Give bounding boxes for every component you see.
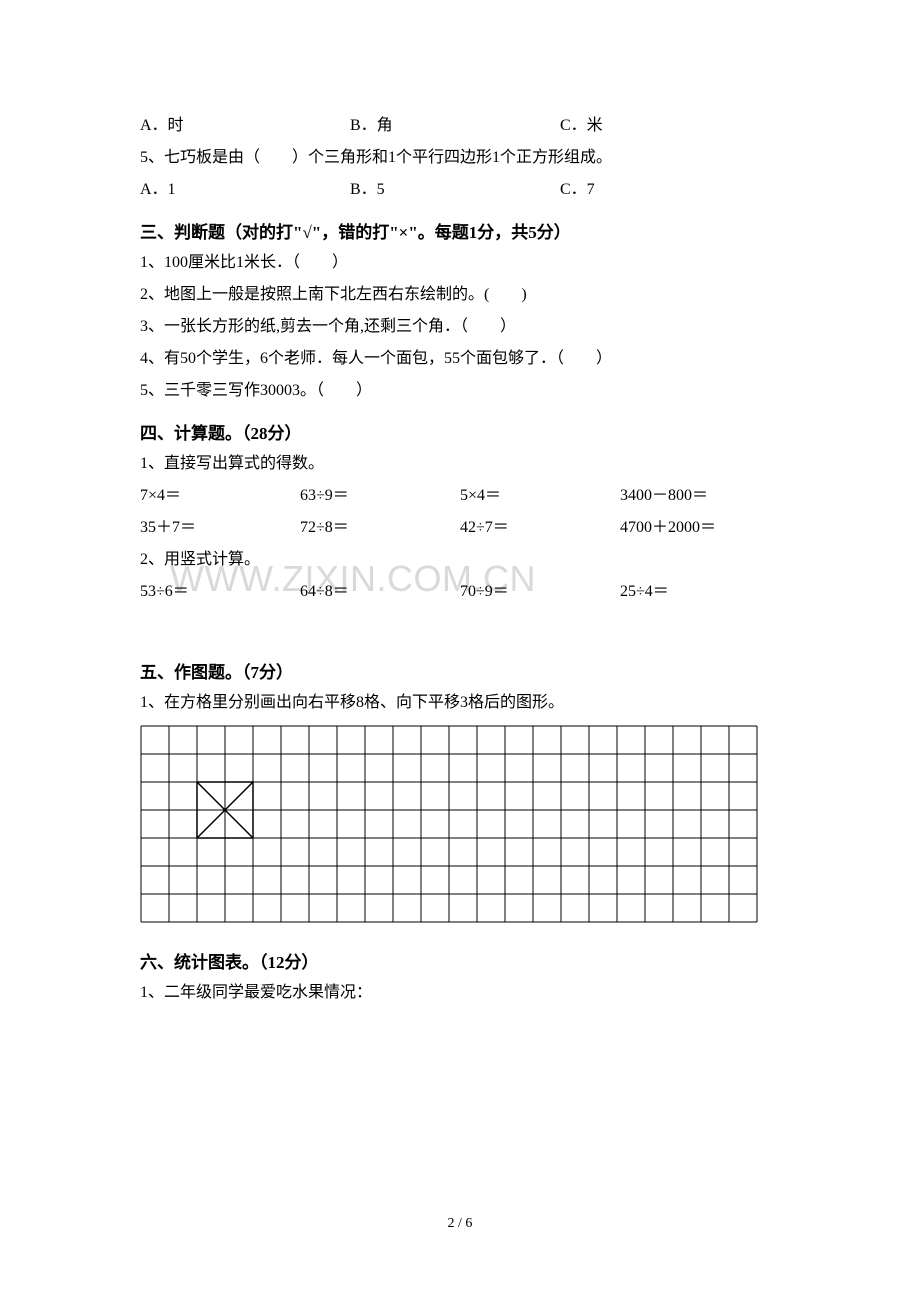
calc2-label: 2、用竖式计算。 bbox=[140, 544, 780, 576]
calc-cell: 70÷9＝ bbox=[460, 576, 620, 608]
judge-1: 1、100厘米比1米长．（ ） bbox=[140, 247, 780, 279]
calc-cell: 5×4＝ bbox=[460, 480, 620, 512]
calc1-row2: 35＋7＝ 72÷8＝ 42÷7＝ 4700＋2000＝ bbox=[140, 512, 780, 544]
calc1-label: 1、直接写出算式的得数。 bbox=[140, 448, 780, 480]
judge-3: 3、一张长方形的纸,剪去一个角,还剩三个角．（ ） bbox=[140, 311, 780, 343]
calc-cell: 4700＋2000＝ bbox=[620, 512, 780, 544]
calc-cell: 72÷8＝ bbox=[300, 512, 460, 544]
judge-4: 4、有50个学生，6个老师．每人一个面包，55个面包够了．（ ） bbox=[140, 343, 780, 375]
calc2-row: 53÷6＝ 64÷8＝ 70÷9＝ 25÷4＝ bbox=[140, 576, 780, 608]
q5-choice-a: A．1 bbox=[140, 174, 350, 206]
draw1-text: 1、在方格里分别画出向右平移8格、向下平移3格后的图形。 bbox=[140, 687, 780, 719]
q4-choice-a: A．时 bbox=[140, 110, 350, 142]
q5-choices: A．1 B．5 C．7 bbox=[140, 174, 780, 206]
q5-text: 5、七巧板是由（ ）个三角形和1个平行四边形1个正方形组成。 bbox=[140, 142, 780, 174]
calc-cell: 64÷8＝ bbox=[300, 576, 460, 608]
grid-figure bbox=[140, 725, 758, 923]
calc-cell: 53÷6＝ bbox=[140, 576, 300, 608]
q5-choice-c: C．7 bbox=[560, 174, 780, 206]
document-content: A．时 B．角 C．米 5、七巧板是由（ ）个三角形和1个平行四边形1个正方形组… bbox=[140, 110, 780, 1009]
calc-cell: 7×4＝ bbox=[140, 480, 300, 512]
stat1-text: 1、二年级同学最爱吃水果情况： bbox=[140, 977, 780, 1009]
page-footer: 2 / 6 bbox=[0, 1216, 920, 1232]
q4-choice-c: C．米 bbox=[560, 110, 780, 142]
calc-cell: 63÷9＝ bbox=[300, 480, 460, 512]
section5-heading: 五、作图题。（7分） bbox=[140, 658, 780, 683]
calc-cell: 3400－800＝ bbox=[620, 480, 780, 512]
section4-heading: 四、计算题。（28分） bbox=[140, 419, 780, 444]
calc-cell: 42÷7＝ bbox=[460, 512, 620, 544]
calc-cell: 35＋7＝ bbox=[140, 512, 300, 544]
q5-choice-b: B．5 bbox=[350, 174, 560, 206]
section6-heading: 六、统计图表。（12分） bbox=[140, 948, 780, 973]
judge-5: 5、三千零三写作30003。（ ） bbox=[140, 375, 780, 407]
calc1-row1: 7×4＝ 63÷9＝ 5×4＝ 3400－800＝ bbox=[140, 480, 780, 512]
calc-cell: 25÷4＝ bbox=[620, 576, 780, 608]
section3-heading: 三、判断题（对的打"√"，错的打"×"。每题1分，共5分） bbox=[140, 218, 780, 243]
q4-choice-b: B．角 bbox=[350, 110, 560, 142]
judge-2: 2、地图上一般是按照上南下北左西右东绘制的。( ) bbox=[140, 279, 780, 311]
q4-choices: A．时 B．角 C．米 bbox=[140, 110, 780, 142]
